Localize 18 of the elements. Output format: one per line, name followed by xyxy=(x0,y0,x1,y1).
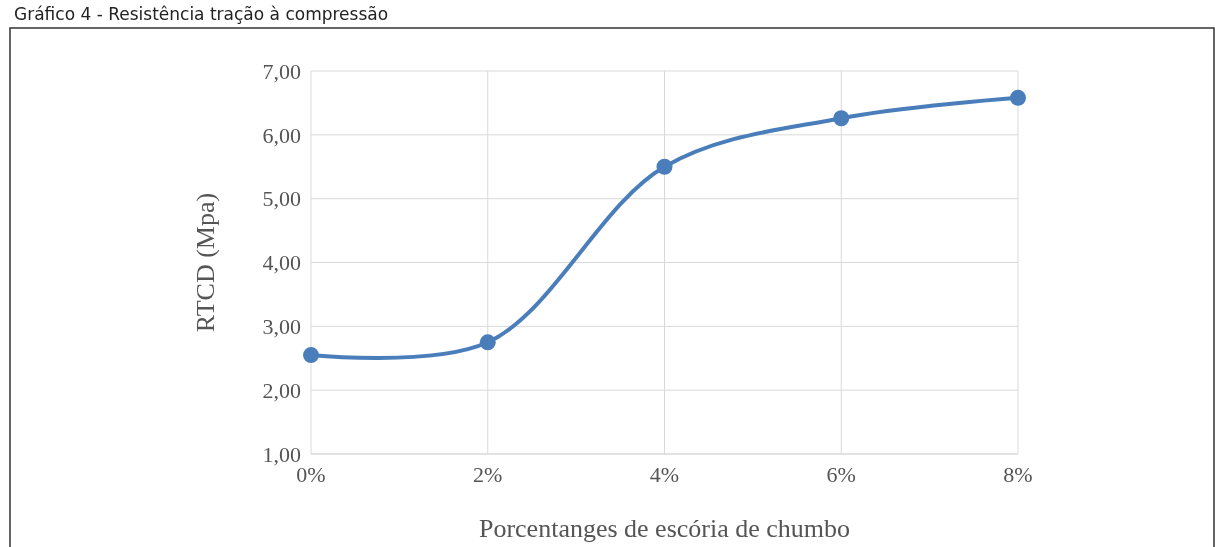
point xyxy=(1010,89,1026,106)
x-tick-label: 4% xyxy=(649,462,680,487)
point xyxy=(656,158,673,175)
y-tick-label: 6,00 xyxy=(262,122,301,148)
x-tick-label: 2% xyxy=(473,462,503,487)
x-axis-title: Porcentanges de escória de chumbo xyxy=(478,514,851,543)
point xyxy=(833,110,850,127)
y-tick-label: 3,00 xyxy=(262,314,301,340)
x-tick-label: 8% xyxy=(1003,462,1033,487)
y-tick-label: 5,00 xyxy=(262,186,301,212)
x-tick-label: 6% xyxy=(826,462,856,487)
point xyxy=(303,347,319,364)
y-axis-title: RTCD (Mpa) xyxy=(191,192,220,333)
point xyxy=(479,334,496,351)
chart-title: Gráfico 4 - Resistência tração à compressão xyxy=(14,4,389,24)
y-tick-label: 4,00 xyxy=(262,250,301,276)
y-tick-label: 2,00 xyxy=(262,377,301,403)
y-tick-label: 7,00 xyxy=(262,58,301,84)
